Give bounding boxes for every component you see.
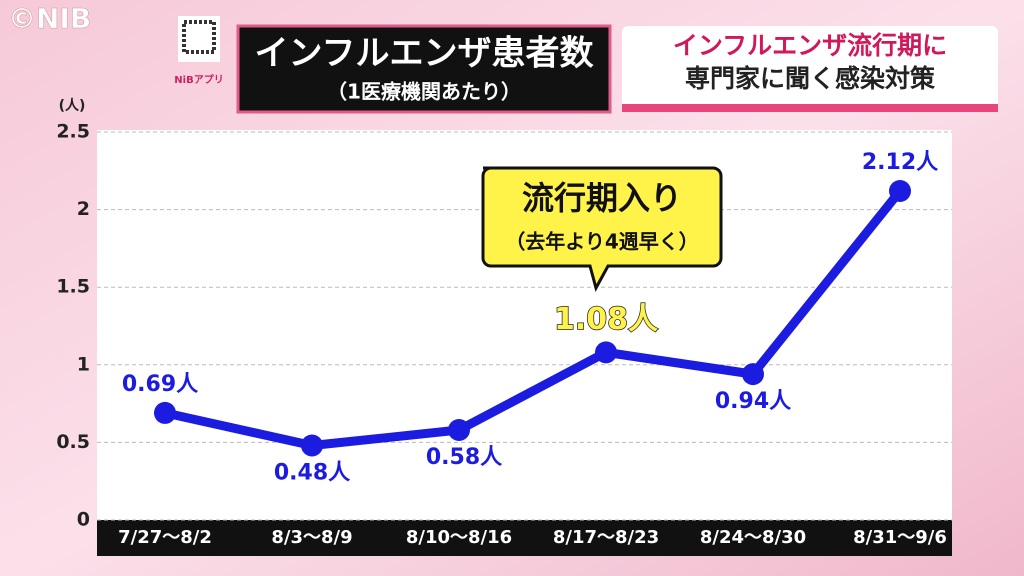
y-tick-label: 2.5 [56, 121, 90, 143]
x-tick-label: 7/27〜8/2 [118, 527, 212, 548]
chart-title: インフルエンザ患者数 [255, 34, 594, 74]
data-point [595, 341, 617, 364]
y-tick-label: 0.5 [56, 431, 90, 453]
y-tick-label: 0 [77, 509, 90, 531]
qr-pattern [182, 20, 216, 54]
y-unit: (人) [59, 97, 86, 114]
callout: 流行期入り （去年より4週早く） [481, 166, 723, 292]
copyright: ©NIB [8, 2, 91, 35]
value-label: 2.12人 [862, 150, 938, 175]
x-tick-label: 8/17〜8/23 [553, 527, 659, 548]
chart-subtitle: （1医療機関あたり） [327, 80, 521, 104]
data-line [164, 188, 904, 451]
value-label: 1.08人 [554, 302, 658, 337]
value-label: 0.48人 [274, 461, 350, 486]
category-bar [97, 520, 952, 556]
data-point [889, 179, 911, 202]
y-tick-label: 1 [77, 353, 90, 375]
app-label: NiBアプリ [174, 73, 223, 86]
value-label: 0.69人 [122, 372, 198, 397]
headline-bar [622, 104, 998, 112]
x-tick-label: 8/31〜9/6 [853, 527, 947, 548]
headline: インフルエンザ流行期に [673, 31, 947, 60]
x-tick-label: 8/10〜8/16 [406, 527, 512, 548]
callout-box [481, 166, 723, 292]
data-point [301, 434, 323, 457]
title-box [236, 24, 612, 114]
x-tick-label: 8/24〜8/30 [700, 527, 806, 548]
data-point [448, 418, 470, 441]
callout-text: （去年より4週早く） [505, 230, 699, 254]
x-tick-label: 8/3〜8/9 [271, 527, 352, 548]
y-tick-label: 1.5 [56, 276, 90, 298]
data-point [154, 401, 176, 424]
callout-title: 流行期入り [522, 179, 682, 217]
value-label: 0.58人 [426, 445, 502, 470]
data-point [742, 363, 764, 386]
headline-box [622, 26, 998, 112]
value-label: 0.94人 [715, 389, 791, 414]
headline: 専門家に聞く感染対策 [685, 64, 936, 93]
y-tick-label: 2 [77, 198, 90, 220]
